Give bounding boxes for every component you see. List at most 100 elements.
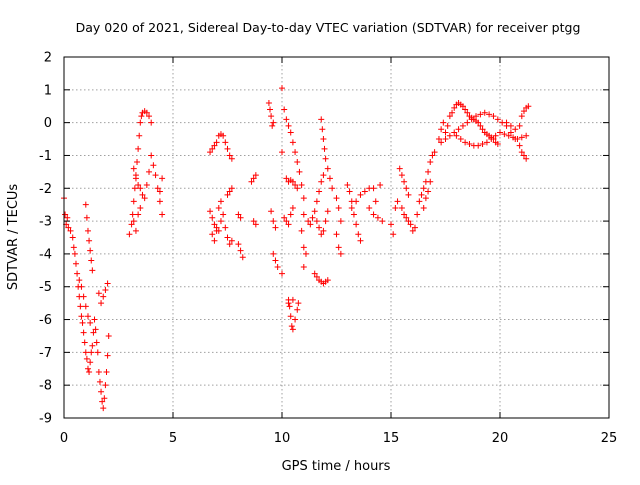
data-point <box>320 172 327 179</box>
data-point <box>324 208 331 215</box>
data-point <box>70 244 77 251</box>
data-point <box>272 257 279 264</box>
data-point <box>346 188 353 195</box>
y-tick-label: 0 <box>44 116 52 131</box>
data-point <box>213 227 220 234</box>
chart-title: Day 020 of 2021, Sidereal Day-to-day VTE… <box>76 20 581 35</box>
y-tick-label: -9 <box>39 412 52 427</box>
data-point <box>84 313 91 320</box>
data-point <box>95 369 102 376</box>
data-point <box>285 122 292 129</box>
data-point <box>131 185 138 192</box>
data-point <box>300 264 307 271</box>
data-point <box>99 398 106 405</box>
data-point <box>523 132 530 139</box>
data-point <box>475 119 482 126</box>
data-point <box>300 195 307 202</box>
data-point <box>268 113 275 120</box>
data-point <box>292 316 299 323</box>
data-point <box>329 185 336 192</box>
data-point <box>324 277 331 284</box>
data-point <box>298 227 305 234</box>
data-point <box>90 329 97 336</box>
data-point <box>294 159 301 166</box>
data-point <box>211 221 218 228</box>
data-point <box>398 172 405 179</box>
data-point <box>137 185 144 192</box>
data-point <box>289 204 296 211</box>
data-point <box>407 221 414 228</box>
data-point <box>494 116 501 123</box>
data-point <box>159 211 166 218</box>
data-point <box>150 162 157 169</box>
data-point <box>311 270 318 277</box>
data-point <box>344 181 351 188</box>
data-point <box>396 165 403 172</box>
data-point <box>361 188 368 195</box>
data-point <box>501 131 508 138</box>
data-point <box>516 122 523 129</box>
data-point <box>95 290 102 297</box>
data-point <box>226 152 233 159</box>
data-point <box>444 122 451 129</box>
data-point <box>135 181 142 188</box>
data-point <box>319 126 326 133</box>
data-point <box>283 116 290 123</box>
data-point <box>217 218 224 225</box>
data-point <box>309 214 316 221</box>
data-point <box>89 342 96 349</box>
data-point <box>148 119 155 126</box>
data-point <box>159 175 166 182</box>
data-point <box>252 172 259 179</box>
data-point <box>228 155 235 162</box>
y-tick-label: 1 <box>44 83 52 98</box>
data-point <box>370 211 377 218</box>
data-point <box>281 106 288 113</box>
data-point <box>357 191 364 198</box>
data-point <box>65 224 72 231</box>
data-point <box>220 132 227 139</box>
data-point <box>130 198 137 205</box>
data-point <box>94 349 101 356</box>
data-point <box>403 185 410 192</box>
data-point <box>335 204 342 211</box>
data-point <box>355 231 362 238</box>
data-point <box>492 132 499 139</box>
data-point <box>220 211 227 218</box>
data-point <box>353 221 360 228</box>
data-point <box>102 382 109 389</box>
data-point <box>322 155 329 162</box>
data-point <box>422 195 429 202</box>
data-point <box>370 185 377 192</box>
data-point <box>102 287 109 294</box>
data-point <box>270 250 277 257</box>
data-point <box>287 313 294 320</box>
data-point <box>300 211 307 218</box>
data-point <box>292 149 299 156</box>
data-point <box>350 211 357 218</box>
data-point <box>311 208 318 215</box>
data-point <box>294 185 301 192</box>
data-point <box>455 126 462 133</box>
data-point <box>209 145 216 152</box>
data-point <box>222 139 229 146</box>
data-point <box>100 293 107 300</box>
data-point <box>72 260 79 267</box>
data-point <box>267 106 274 113</box>
data-point <box>156 188 163 195</box>
data-point <box>446 132 453 139</box>
data-point <box>416 198 423 205</box>
data-point <box>269 122 276 129</box>
data-point <box>318 178 325 185</box>
data-point <box>139 191 146 198</box>
data-point <box>152 172 159 179</box>
data-point <box>418 191 425 198</box>
data-point <box>82 303 89 310</box>
data-point <box>224 191 231 198</box>
data-point <box>374 214 381 221</box>
data-point <box>281 214 288 221</box>
data-point <box>235 241 242 248</box>
data-point <box>442 129 449 136</box>
x-tick-label: 25 <box>601 431 618 446</box>
